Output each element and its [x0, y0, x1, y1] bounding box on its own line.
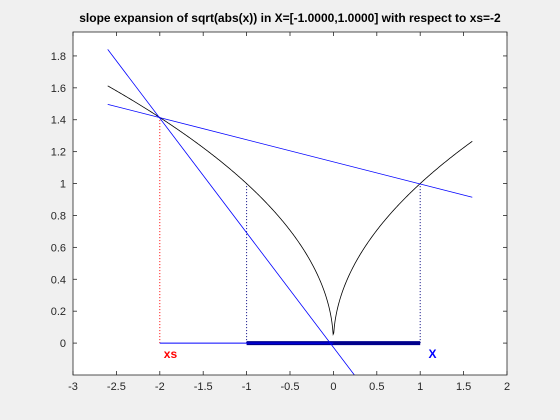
x-tick-label: 1.5: [456, 381, 471, 393]
x-tick-label: -1.5: [194, 381, 213, 393]
slope-line-0: [107, 103, 473, 198]
chart-title: slope expansion of sqrt(abs(x)) in X=[-1…: [79, 11, 501, 25]
x-tick-label: -3: [68, 381, 78, 393]
x-tick-label: -2.5: [107, 381, 126, 393]
y-tick-label: 0.8: [51, 210, 66, 222]
y-tick-label: 1: [60, 179, 66, 191]
x-tick-label: -1: [242, 381, 252, 393]
y-tick-label: 0.4: [51, 274, 66, 286]
y-tick-label: 1.2: [51, 147, 66, 159]
x-tick-label: 0.5: [369, 381, 384, 393]
x-tick-label: -0.5: [281, 381, 300, 393]
plot-area: [73, 32, 507, 375]
annotation-x: X: [429, 347, 437, 361]
y-tick-label: 0.2: [51, 306, 66, 318]
y-tick-label: 0.6: [51, 242, 66, 254]
y-tick-label: 1.4: [51, 115, 66, 127]
function-curve: [107, 85, 473, 336]
annotation-xs: xs: [164, 347, 178, 361]
slope-line-1: [107, 49, 355, 375]
x-tick-label: -2: [155, 381, 165, 393]
y-tick-label: 0: [60, 338, 66, 350]
x-tick-label: 2: [504, 381, 510, 393]
y-tick-label: 1.8: [51, 51, 66, 63]
x-tick-label: 0: [330, 381, 336, 393]
y-tick-label: 1.6: [51, 83, 66, 95]
x-tick-label: 1: [417, 381, 423, 393]
